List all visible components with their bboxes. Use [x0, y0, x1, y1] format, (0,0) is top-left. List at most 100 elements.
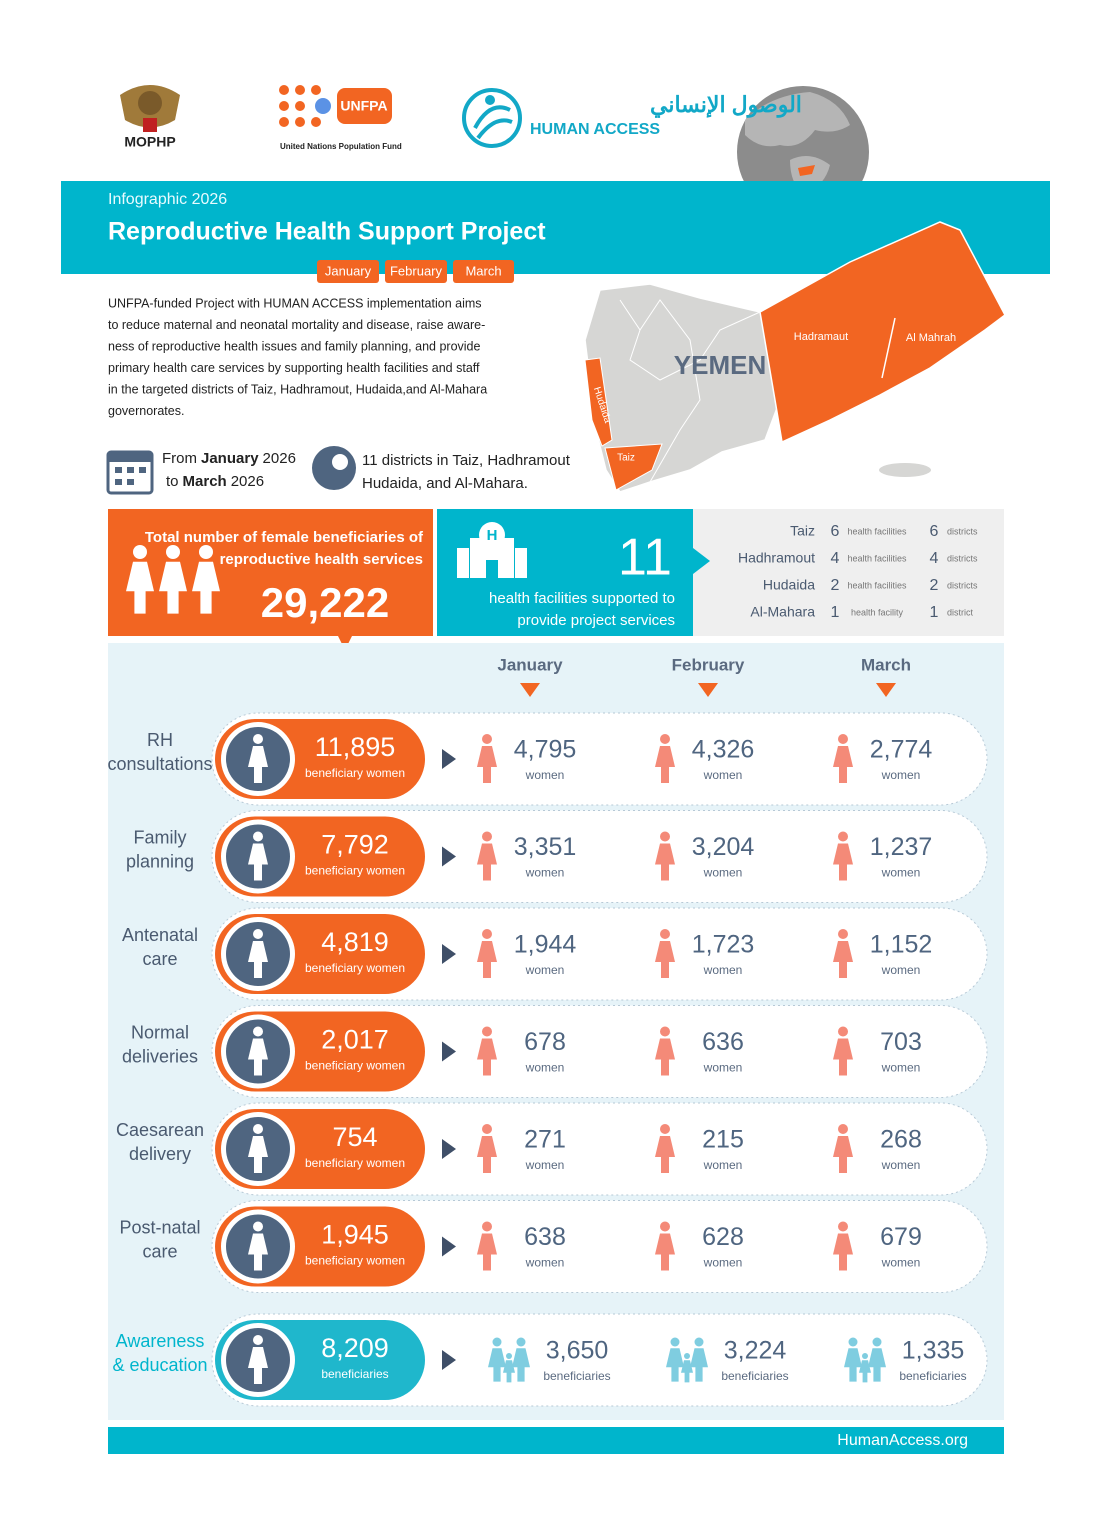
ha-english: HUMAN ACCESS	[530, 121, 660, 138]
unfpa-dots	[279, 85, 321, 127]
row-arrow	[442, 944, 456, 964]
row-month-unit: women	[525, 866, 565, 880]
row-month-value: 1,944	[514, 931, 577, 959]
row-total-unit: beneficiary women	[305, 864, 405, 878]
total-label: Total number of female beneficiaries of	[145, 529, 424, 546]
woman-icon	[248, 1233, 268, 1271]
row-month-value: 1,723	[692, 931, 755, 959]
woman-icon	[833, 941, 853, 978]
map-taiz	[604, 443, 663, 491]
breakdown-box	[693, 509, 1004, 636]
breakdown-name: Hudaida	[763, 577, 815, 593]
row-arrow	[442, 749, 456, 769]
month-pill-label: March	[465, 263, 501, 278]
facilities-label: health facilities supported to	[489, 590, 675, 607]
woman-icon	[655, 1038, 675, 1076]
period-part: January	[201, 450, 259, 467]
woman-icon	[248, 1136, 268, 1173]
woman-icon	[192, 561, 220, 614]
breakdown-num: 1	[831, 604, 840, 621]
woman-icon	[833, 1136, 853, 1173]
row-month-unit: women	[703, 768, 743, 782]
woman-icon	[253, 929, 263, 939]
row-label: Family	[134, 827, 187, 847]
breakdown-unit: districts	[947, 553, 978, 563]
month-pill	[453, 260, 514, 283]
row-month-value: 3,204	[692, 833, 755, 861]
woman-icon	[166, 545, 180, 559]
woman-icon	[248, 941, 268, 978]
woman-icon	[694, 1337, 704, 1347]
row-total: 7,792	[321, 830, 389, 860]
row-total: 2,017	[321, 1025, 389, 1055]
woman-icon	[482, 929, 492, 939]
row-month-unit: beneficiaries	[899, 1369, 966, 1383]
row-month-value: 4,326	[692, 736, 755, 764]
woman-icon	[859, 1360, 871, 1383]
mophp-emblem	[138, 91, 162, 115]
month-arrow	[876, 683, 896, 697]
breakdown-unit: health facility	[851, 607, 904, 617]
footer-bar	[108, 1427, 1004, 1454]
woman-icon	[492, 1337, 502, 1347]
woman-icon	[848, 1337, 858, 1347]
districts-line: 11 districts in Taiz, Hadhramout	[362, 452, 571, 469]
row-month-unit: women	[525, 1158, 565, 1172]
breakdown-num: 6	[930, 523, 939, 540]
woman-icon	[838, 734, 848, 744]
period-line: to March 2026	[166, 473, 264, 490]
row-arrow	[442, 1350, 456, 1370]
row-month-value: 1,237	[870, 833, 933, 861]
woman-icon	[482, 1124, 492, 1134]
row-month-unit: women	[703, 1061, 743, 1075]
woman-icon	[133, 545, 147, 559]
row-month-value: 215	[702, 1126, 744, 1154]
unfpa-full: United Nations Population Fund	[280, 142, 402, 151]
hospital-icon	[486, 560, 498, 578]
woman-icon	[666, 1348, 684, 1382]
row-month-value: 703	[880, 1028, 922, 1056]
row-arrow	[442, 846, 456, 867]
row-month-unit: women	[881, 1256, 921, 1270]
woman-icon	[477, 941, 497, 978]
row-month-value: 3,650	[546, 1337, 609, 1365]
woman-icon	[126, 561, 154, 614]
row-month-value: 1,335	[902, 1337, 965, 1365]
calendar-icon	[108, 452, 152, 462]
woman-icon	[477, 1233, 497, 1271]
total-box	[108, 509, 433, 636]
woman-icon	[516, 1337, 526, 1347]
row-month-unit: beneficiaries	[543, 1369, 610, 1383]
facilities-label: provide project services	[517, 612, 675, 629]
row-month-unit: women	[881, 963, 921, 977]
woman-icon	[655, 746, 675, 783]
location-icon	[312, 446, 356, 490]
row-month-value: 3,224	[724, 1337, 787, 1365]
row-label: RH	[147, 730, 173, 750]
woman-icon	[660, 1124, 670, 1134]
woman-icon	[482, 831, 492, 842]
row-month-value: 678	[524, 1028, 566, 1056]
breakdown-unit: health facilities	[847, 553, 907, 563]
woman-icon	[833, 746, 853, 783]
kicker: Infographic 2026	[108, 191, 227, 208]
woman-icon	[690, 1348, 708, 1382]
row-total: 754	[332, 1122, 377, 1152]
map-region: Hadramaut	[794, 331, 848, 343]
map-country: YEMEN	[674, 350, 766, 380]
row-month-value: 4,795	[514, 736, 577, 764]
districts-line: Hudaida, and Al-Mahara.	[362, 475, 528, 492]
hospital-letter: H	[487, 527, 498, 544]
woman-icon	[253, 734, 263, 744]
row-month-unit: women	[525, 768, 565, 782]
row-total: 4,819	[321, 927, 389, 957]
woman-icon	[248, 843, 268, 881]
row-total: 11,895	[315, 732, 396, 762]
breakdown-name: Al-Mahara	[750, 604, 815, 620]
map-hadramaut	[759, 221, 1006, 444]
row-label: planning	[126, 851, 194, 871]
woman-icon	[844, 1348, 862, 1382]
woman-icon	[477, 1038, 497, 1076]
footer-site: HumanAccess.org	[837, 1432, 968, 1449]
